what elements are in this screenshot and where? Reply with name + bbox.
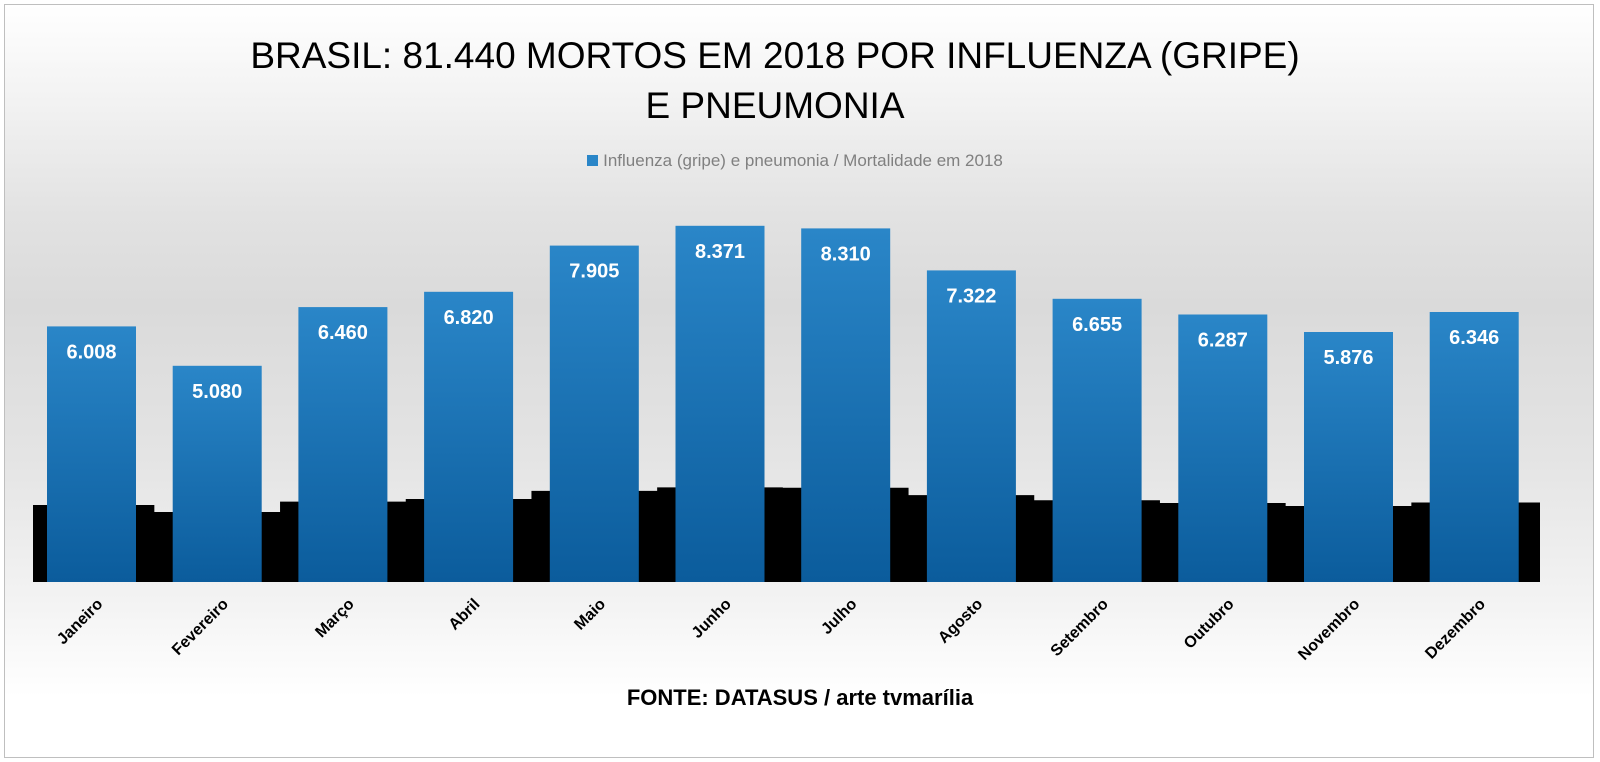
data-label-janeiro: 6.008 (66, 341, 116, 363)
bar-janeiro (47, 326, 136, 582)
data-label-setembro: 6.655 (1072, 314, 1122, 336)
data-label-dezembro: 6.346 (1449, 327, 1499, 349)
chart-title: BRASIL: 81.440 MORTOS EM 2018 POR INFLUE… (5, 31, 1545, 131)
bar-novembro (1304, 332, 1393, 582)
chart-legend: Influenza (gripe) e pneumonia / Mortalid… (5, 151, 1585, 171)
x-tick-label-maio: Maio (571, 596, 609, 634)
source-note: FONTE: DATASUS / arte tvmarília (626, 685, 974, 710)
x-tick-label-dezembro: Dezembro (1422, 596, 1489, 663)
x-tick-label-agosto: Agosto (935, 596, 986, 647)
bar-abril (424, 291, 514, 582)
bar-julho (801, 228, 891, 582)
data-label-novembro: 5.876 (1323, 347, 1373, 369)
shadow-layer (33, 487, 1540, 582)
data-label-março: 6.460 (318, 322, 368, 344)
x-tick-label-novembro: Novembro (1295, 596, 1363, 664)
x-tick-label-fevereiro: Fevereiro (169, 596, 232, 659)
shadow-band (33, 487, 1540, 582)
chart-title-line-2: E PNEUMONIA (645, 85, 905, 126)
legend-swatch (587, 155, 599, 166)
x-tick-label-outubro: Outubro (1181, 596, 1238, 653)
x-tick-label-junho: Junho (689, 596, 735, 642)
x-tick-label-abril: Abril (446, 596, 484, 634)
data-label-layer: 6.008 5.080 6.460 6.820 7.905 8.371 8.310 7.322… (66, 241, 1499, 403)
bar-maio (549, 245, 639, 582)
bar-layer (47, 225, 1519, 583)
data-label-outubro: 6.287 (1198, 330, 1248, 352)
bar-agosto (926, 270, 1016, 582)
legend-label: Influenza (gripe) e pneumonia / Mortalid… (603, 151, 1003, 170)
bar-dezembro (1429, 312, 1519, 582)
x-tick-label-janeiro: Janeiro (54, 596, 106, 648)
data-label-abril: 6.820 (444, 307, 494, 329)
x-tick-label-julho: Julho (818, 596, 860, 638)
bar-março (298, 307, 388, 582)
x-tick-label-março: Março (312, 596, 358, 642)
data-label-agosto: 7.322 (946, 285, 996, 307)
x-tick-label-setembro: Setembro (1048, 596, 1112, 660)
data-label-maio: 7.905 (569, 261, 619, 283)
data-label-fevereiro: 5.080 (192, 381, 242, 403)
data-label-junho: 8.371 (695, 241, 745, 263)
bar-fevereiro (172, 365, 262, 582)
bar-junho (675, 225, 765, 583)
data-label-julho: 8.310 (821, 243, 871, 265)
bar-outubro (1178, 314, 1268, 582)
chart-title-line-1: BRASIL: 81.440 MORTOS EM 2018 POR INFLUE… (250, 35, 1300, 76)
bar-setembro (1052, 298, 1142, 582)
x-axis-tick-layer: Janeiro Fevereiro Março Abril Maio Junho Julho… (54, 596, 1489, 664)
